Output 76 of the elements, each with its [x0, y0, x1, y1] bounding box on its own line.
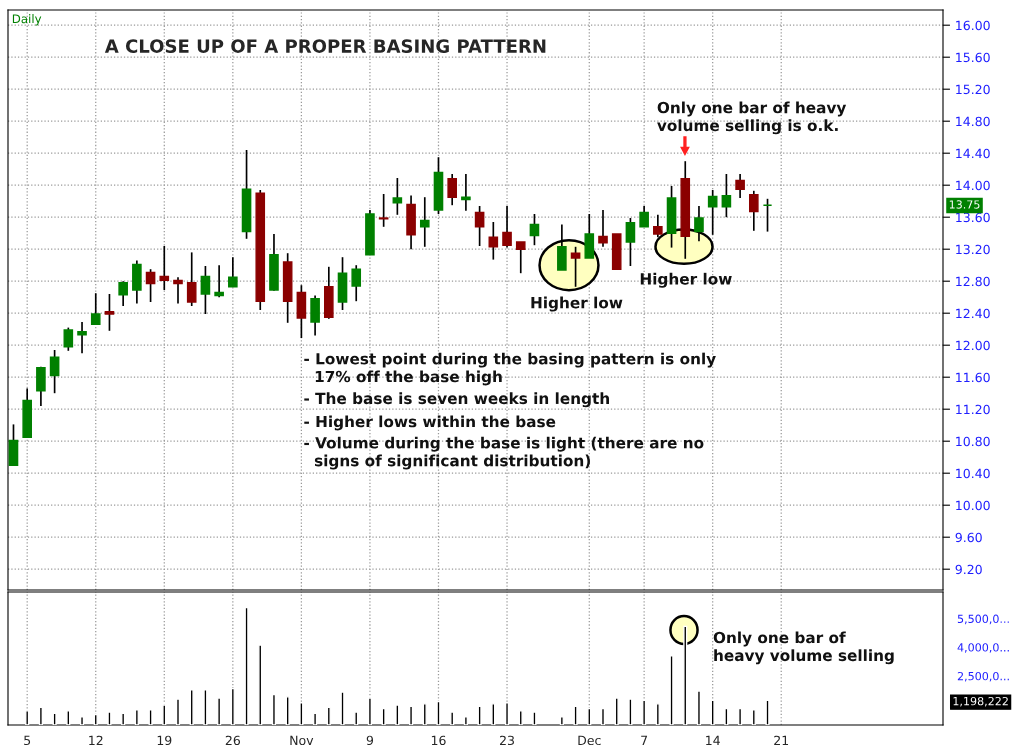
- x-tick-label: 19: [157, 735, 172, 746]
- text: 2,500,0...: [957, 671, 1009, 682]
- candlestick: [36, 365, 46, 407]
- candlestick: [200, 265, 211, 315]
- candlestick: [419, 196, 430, 248]
- annotation: Higher low: [640, 272, 732, 288]
- candlestick: [735, 173, 745, 199]
- x-tick-label: 23: [500, 735, 514, 746]
- candlestick: [502, 205, 512, 249]
- annotation: Only one bar of heavy volume selling: [713, 631, 894, 665]
- y-tick-label: 11.60: [956, 372, 990, 383]
- x-tick-label: 5: [24, 735, 31, 746]
- x-tick-label: 9: [366, 735, 374, 746]
- y-tick-label: 12.00: [956, 340, 990, 351]
- x-tick-label: Dec: [578, 735, 601, 746]
- candlestick: [159, 245, 170, 291]
- y-tick-label: 13.60: [956, 212, 990, 223]
- candlestick: [118, 280, 128, 307]
- candlestick: [90, 292, 101, 326]
- y-tick-label: 13.20: [956, 244, 990, 255]
- text: A CLOSE UP OF A PROPER BASING PATTERN: [104, 39, 546, 53]
- y-tick-label: 12.40: [956, 308, 990, 319]
- text: 4,000,0...: [957, 643, 1009, 653]
- annotation: Only one bar of heavy volume selling is o.k.: [657, 101, 847, 135]
- candlestick: [310, 294, 320, 337]
- candlestick: [392, 177, 403, 216]
- annotation: Higher low: [531, 296, 623, 312]
- candlestick: [570, 245, 581, 288]
- candlestick: [77, 321, 87, 355]
- x-tick-label: 21: [774, 735, 789, 745]
- y-tick-label: 14.40: [956, 148, 990, 159]
- candlestick: [721, 173, 732, 219]
- x-tick-label: 16: [431, 735, 446, 746]
- y-tick-label: 9.60: [955, 532, 982, 543]
- y-tick-label: 12.80: [956, 276, 990, 287]
- candlestick: [639, 205, 649, 228]
- x-tick-label: 7: [641, 735, 648, 745]
- chart-subtitle: Daily: [12, 14, 42, 26]
- x-tick-label: 14: [706, 735, 720, 745]
- x-tick-label: 26: [225, 735, 240, 746]
- x-tick-label: 12: [89, 735, 103, 745]
- candlestick: [474, 205, 485, 247]
- candlestick: [378, 193, 389, 228]
- candlestick: [529, 213, 540, 247]
- candlestick: [598, 209, 608, 248]
- candlestick: [351, 264, 362, 303]
- y-tick-label: 15.60: [956, 52, 990, 63]
- candlestick: [748, 189, 759, 232]
- candlestick: [186, 251, 197, 307]
- candlestick: [145, 268, 156, 303]
- candlestick: [49, 349, 60, 395]
- candlestick: [63, 326, 74, 352]
- y-tick-label: 15.20: [956, 84, 990, 95]
- candlestick: [104, 293, 115, 332]
- y-tick-label: 16.00: [956, 20, 990, 31]
- y-tick-label: 10.40: [956, 468, 990, 479]
- x-tick-label: Nov: [290, 735, 314, 746]
- annotation: - Lowest point during the basing pattern is only 17% off the base high: [304, 352, 716, 386]
- y-tick-label: 9.20: [955, 564, 982, 575]
- y-tick-label: 11.20: [956, 404, 990, 415]
- text: 13.75: [949, 200, 980, 209]
- annotation: - Volume during the base is light (there are no signs of significant distribution): [304, 436, 704, 470]
- candlestick: [173, 276, 183, 305]
- candlestick: [214, 264, 224, 299]
- candlestick: [515, 241, 526, 275]
- y-tick-label: 10.80: [956, 436, 990, 447]
- annotation: - Higher lows within the base: [304, 415, 556, 431]
- candlestick: [625, 217, 636, 267]
- text: 5,500,0...: [957, 614, 1009, 625]
- y-tick-label: 10.00: [956, 500, 990, 511]
- candlestick: [447, 173, 458, 207]
- candlestick: [228, 256, 238, 288]
- y-tick-label: 14.80: [956, 116, 990, 127]
- y-tick-label: 14.00: [956, 180, 990, 191]
- annotation: - The base is seven weeks in length: [304, 392, 609, 408]
- text: 1,198,222: [953, 696, 1008, 707]
